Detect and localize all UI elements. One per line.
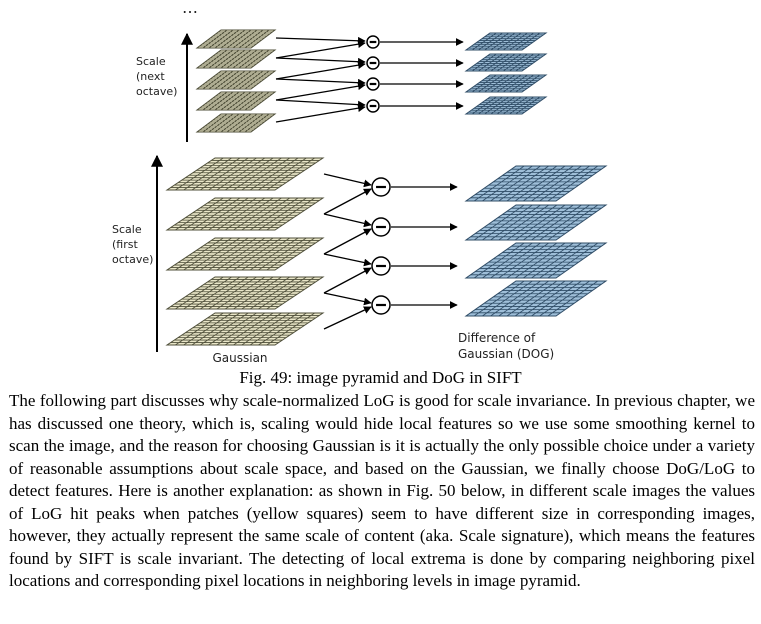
label-next-octave-line2: (next [136, 70, 165, 83]
minus-next-3 [366, 77, 380, 91]
label-first-octave-line1: Scale [112, 223, 142, 236]
gaussian-first-octave-4 [165, 276, 325, 310]
ellipsis: … [182, 0, 198, 17]
gaussian-next-octave-5 [195, 113, 277, 133]
gaussian-next-octave-1 [195, 29, 277, 49]
dog-next-octave-2 [464, 53, 548, 72]
pyramid-layers [165, 29, 608, 346]
arrow-first-upper-2 [323, 213, 372, 228]
arrow-first-upper-4 [323, 292, 372, 306]
dog-next-octave-3 [464, 74, 548, 93]
gaussian-next-octave-3 [195, 70, 277, 90]
dog-first-octave-4 [464, 280, 608, 317]
label-first-octave: Scale (first octave) [112, 223, 153, 266]
minus-first-2 [371, 217, 391, 237]
dog-first-octave-1 [464, 165, 608, 202]
dog-first-octave-3 [464, 242, 608, 279]
arrow-first-lower-2 [323, 228, 372, 255]
arrow-next-upper-1 [275, 36, 366, 45]
label-dog-line2: Gaussian (DOG) [458, 347, 554, 361]
arrow-next-upper-2 [275, 57, 366, 66]
gaussian-first-octave-1 [165, 157, 325, 191]
dog-first-octave-2 [464, 204, 608, 241]
sift-pyramid-figure: … Scale (next octave) Scale (first octav… [112, 0, 608, 365]
minus-next-2 [366, 56, 380, 70]
arrow-next-upper-3 [275, 78, 366, 87]
body-paragraph: The following part discusses why scale-n… [9, 391, 755, 590]
minus-first-1 [371, 177, 391, 197]
arrow-next-lower-3 [275, 82, 366, 101]
gaussian-next-octave-2 [195, 49, 277, 69]
label-next-octave-line1: Scale [136, 55, 166, 68]
label-dog: Difference of Gaussian (DOG) [458, 331, 554, 361]
minus-next-1 [366, 35, 380, 49]
arrow-first-lower-4 [323, 306, 372, 330]
label-next-octave-line3: octave) [136, 85, 177, 98]
gaussian-first-octave-3 [165, 237, 325, 271]
gaussian-first-octave-2 [165, 197, 325, 231]
arrow-next-upper-4 [275, 99, 366, 109]
minus-first-4 [371, 295, 391, 315]
arrow-next-lower-1 [275, 40, 366, 59]
minus-first-3 [371, 256, 391, 276]
figure-caption: Fig. 49: image pyramid and DoG in SIFT [239, 368, 522, 387]
label-first-octave-line2: (first [112, 238, 138, 251]
dog-next-octave-1 [464, 32, 548, 51]
arrow-first-lower-3 [323, 267, 372, 294]
gaussian-first-octave-5 [165, 312, 325, 346]
arrow-next-lower-2 [275, 61, 366, 80]
arrow-first-upper-3 [323, 253, 372, 267]
arrow-next-lower-4 [275, 104, 366, 123]
arrow-first-upper-1 [323, 173, 372, 188]
label-first-octave-line3: octave) [112, 253, 153, 266]
dog-next-octave-4 [464, 96, 548, 115]
label-gaussian: Gaussian [212, 351, 267, 365]
minus-next-4 [366, 99, 380, 113]
arrow-first-lower-1 [323, 188, 372, 215]
label-next-octave: Scale (next octave) [136, 55, 177, 98]
gaussian-next-octave-4 [195, 91, 277, 111]
label-dog-line1: Difference of [458, 331, 536, 345]
